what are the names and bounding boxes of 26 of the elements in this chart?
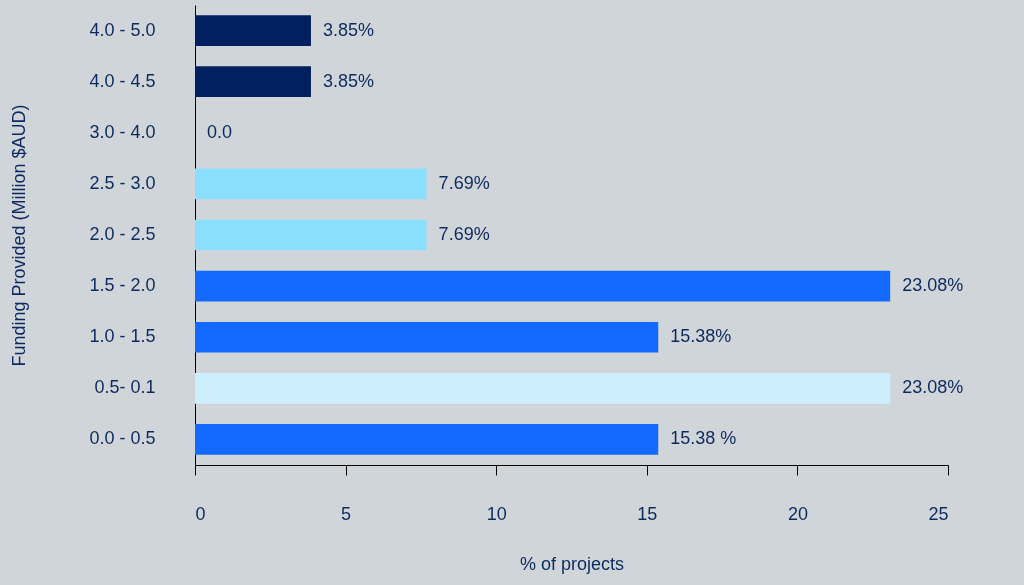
x-tick-label: 10 xyxy=(486,503,507,524)
data-label: 7.69% xyxy=(438,172,490,193)
y-tick-label: 2.5 - 3.0 xyxy=(89,172,156,193)
data-label: 23.08% xyxy=(902,377,964,398)
y-tick-label: 1.0 - 1.5 xyxy=(89,326,156,347)
y-tick-label: 1.5 - 2.0 xyxy=(89,275,156,296)
x-tick-label: 5 xyxy=(341,503,352,524)
y-tick-label: 3.0 - 4.0 xyxy=(89,121,156,142)
data-label: 15.38% xyxy=(670,326,732,347)
x-tick-label: 25 xyxy=(928,503,949,524)
x-tick-label: 15 xyxy=(637,503,658,524)
data-label: 3.85% xyxy=(322,70,375,91)
y-tick-label: 2.0 - 2.5 xyxy=(89,224,156,244)
y-axis-title: Funding Provided (Million $AUD) xyxy=(9,104,30,367)
data-label: 7.69% xyxy=(438,224,490,244)
data-label: 0.0 xyxy=(207,121,233,142)
y-tick-label: 4.0 - 5.0 xyxy=(89,19,156,40)
x-tick-label: 20 xyxy=(787,503,808,524)
data-label: 3.85% xyxy=(322,19,375,40)
data-label: 15.38 % xyxy=(670,428,737,449)
data-label: 23.08% xyxy=(902,275,964,296)
x-tick-label: 0 xyxy=(195,503,206,524)
y-tick-label: 0.0 - 0.5 xyxy=(89,428,156,449)
y-tick-label: 0.5- 0.1 xyxy=(94,377,156,398)
x-axis-title: % of projects xyxy=(519,553,625,574)
y-tick-label: 4.0 - 4.5 xyxy=(89,70,156,91)
